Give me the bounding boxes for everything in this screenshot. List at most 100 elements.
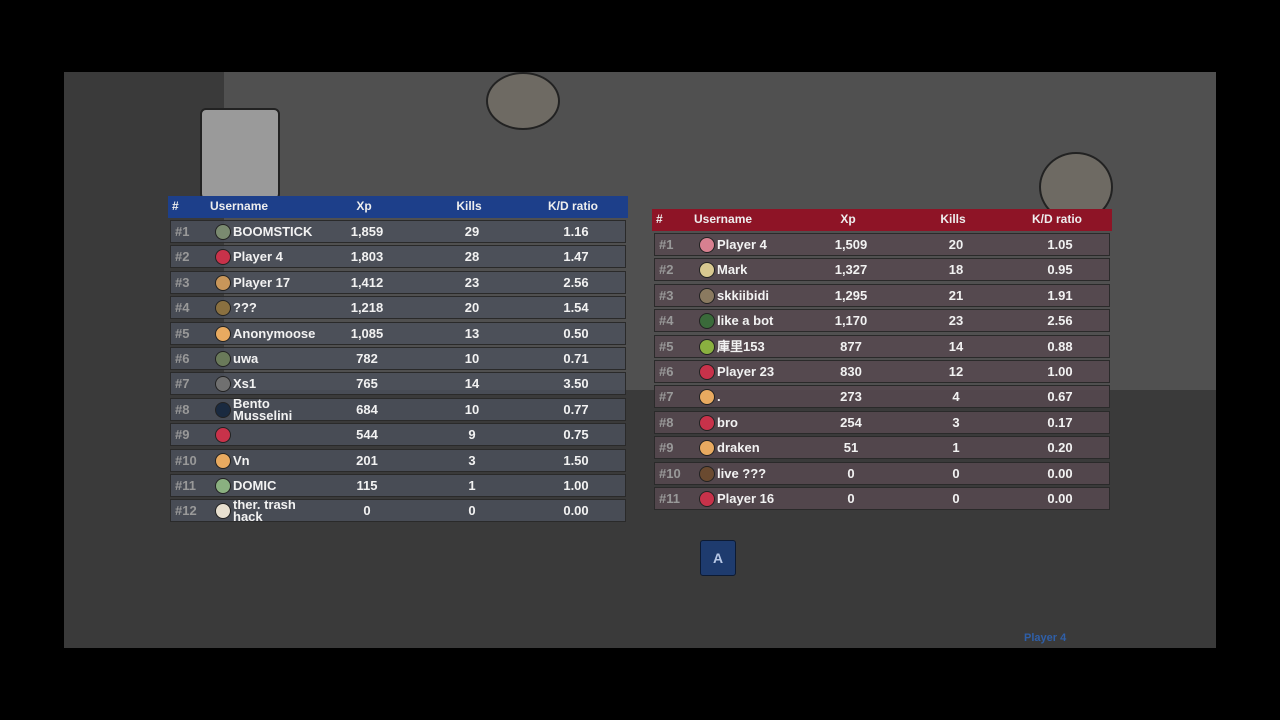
header-cell: # (172, 199, 179, 213)
score-row: #6 Player 23 830 12 1.00 (654, 360, 1110, 383)
header-cell: K/D ratio (1031, 212, 1082, 226)
username: uwa (233, 351, 259, 366)
table-header: # Username Xp Kills K/D ratio (652, 209, 1112, 231)
xp: 201 (356, 452, 378, 468)
xp: 830 (840, 364, 862, 379)
username: ther. trash hack (233, 500, 296, 523)
header-cell: Xp (840, 212, 856, 226)
kd-ratio: 1.47 (563, 249, 589, 265)
xp: 684 (356, 401, 378, 417)
username: draken (717, 440, 760, 456)
rank: #2 (175, 249, 190, 265)
kills: 4 (952, 389, 960, 405)
username: ??? (233, 300, 257, 316)
avatar (215, 427, 231, 444)
score-row: #5 Anonymoose 1,085 13 0.50 (170, 321, 626, 345)
username: Player 16 (717, 491, 775, 506)
rank: #10 (175, 452, 197, 468)
username: Xs1 (233, 376, 257, 392)
kd-ratio: 0.71 (563, 351, 589, 366)
username: Player 4 (233, 249, 283, 265)
score-row: #7 Xs1 765 14 3.50 (170, 372, 626, 396)
player-label: Player 4 (1024, 632, 1067, 644)
score-row: #1 BOOMSTICK 1,859 29 1.16 (170, 220, 626, 243)
kills: 3 (952, 414, 960, 430)
username: Player 4 (717, 237, 767, 252)
kills: 0 (952, 465, 960, 481)
kills: 0 (468, 503, 476, 519)
kd-ratio: 0.20 (1047, 440, 1073, 456)
rank: #10 (659, 465, 681, 481)
kd-ratio: 1.00 (1047, 364, 1073, 379)
username: Anonymoose (233, 325, 316, 341)
kd-ratio: 0.95 (1047, 262, 1073, 278)
kills: 23 (948, 313, 964, 329)
score-row: #11 DOMIC 115 1 1.00 (170, 474, 626, 497)
score-row: #4 like a bot 1,170 23 2.56 (654, 309, 1110, 333)
score-row: #7. 273 4 0.67 (654, 385, 1110, 409)
kd-ratio: 2.56 (563, 274, 589, 290)
header-cell: Xp (356, 199, 372, 213)
kills: 10 (464, 401, 480, 417)
username: DOMIC (233, 478, 277, 493)
rank: #4 (659, 313, 674, 329)
rank: #8 (659, 414, 674, 430)
avatar (699, 338, 715, 355)
kd-ratio: 0.00 (1047, 465, 1073, 481)
username: like a bot (717, 313, 774, 329)
kd-ratio: 1.91 (1047, 287, 1073, 303)
score-row: #11 Player 16 0 0 0.00 (654, 487, 1110, 510)
username: Player 17 (233, 274, 291, 290)
username: . (717, 389, 721, 405)
avatar (215, 300, 231, 317)
kills: 18 (948, 262, 964, 278)
score-row: #10 live ??? 0 0 0.00 (654, 461, 1110, 485)
avatar (215, 478, 231, 494)
score-row: #8 bro 254 3 0.17 (654, 410, 1110, 434)
kills: 14 (948, 338, 964, 354)
kd-ratio: 1.50 (563, 452, 589, 468)
rank: #6 (175, 351, 190, 366)
xp: 1,085 (350, 325, 384, 341)
rank: #3 (175, 274, 190, 290)
score-row: #10 Vn 201 3 1.50 (170, 448, 626, 472)
kd-ratio: 1.00 (563, 478, 589, 493)
vehicle (200, 108, 280, 200)
score-row: #2 Mark 1,327 18 0.95 (654, 258, 1110, 282)
rank: #4 (175, 300, 190, 316)
avatar (699, 262, 715, 279)
xp: 273 (840, 389, 862, 405)
username: 庫里153 (717, 338, 765, 354)
ability-button[interactable]: A (700, 540, 736, 576)
rock (486, 72, 560, 130)
rank: #9 (659, 440, 674, 456)
kd-ratio: 0.88 (1047, 338, 1073, 354)
username: Vn (233, 452, 250, 468)
rank: #1 (175, 224, 190, 239)
xp: 0 (847, 491, 855, 506)
score-row: #5 庫里153 877 14 0.88 (654, 334, 1110, 358)
xp: 1,218 (350, 300, 384, 316)
xp: 1,509 (834, 237, 868, 252)
avatar (215, 401, 231, 418)
avatar (215, 452, 231, 469)
rank: #7 (659, 389, 674, 405)
username: Bento Musselini (233, 398, 293, 421)
xp: 0 (363, 503, 371, 519)
rank: #7 (175, 376, 190, 392)
avatar (699, 389, 715, 406)
avatar (215, 224, 231, 240)
score-row: #9 draken 51 1 0.20 (654, 436, 1110, 460)
kd-ratio: 1.16 (563, 224, 589, 239)
kills: 28 (464, 249, 480, 265)
score-row: #3 Player 17 1,412 23 2.56 (170, 270, 626, 294)
kills: 1 (468, 478, 476, 493)
avatar (215, 351, 231, 367)
avatar (215, 274, 231, 291)
kd-ratio: 0.50 (563, 325, 589, 341)
xp: 1,295 (834, 287, 868, 303)
username: skkiibidi (717, 287, 770, 303)
avatar (699, 364, 715, 380)
xp: 544 (356, 427, 378, 443)
rank: #2 (659, 262, 674, 278)
